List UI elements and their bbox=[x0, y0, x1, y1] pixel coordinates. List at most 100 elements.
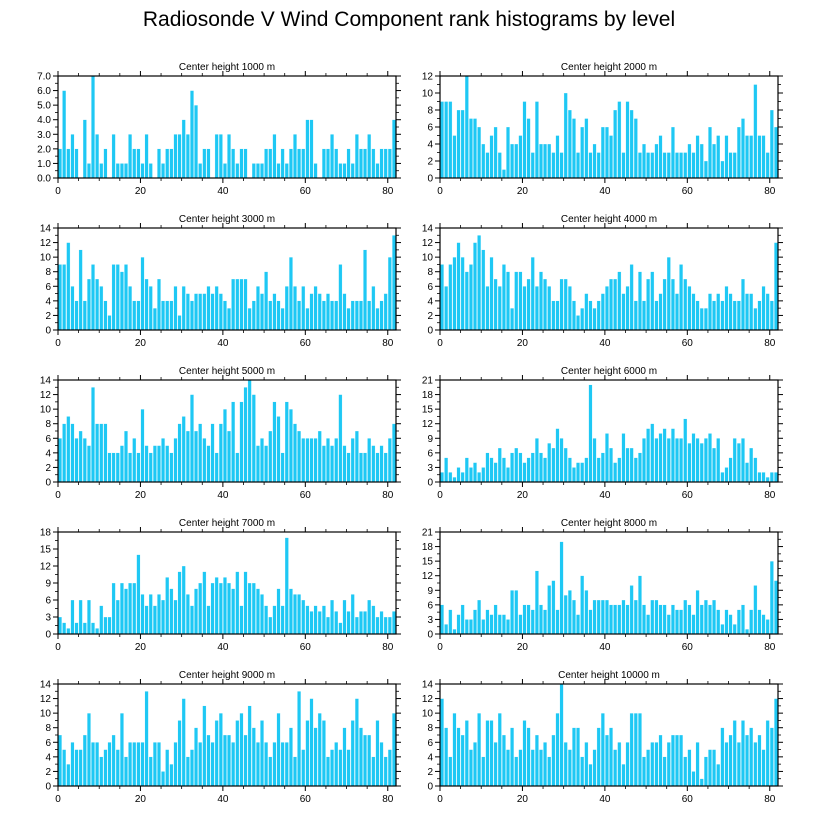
histogram-bar bbox=[350, 438, 355, 483]
histogram-bar bbox=[522, 286, 527, 331]
y-tick-label: 3 bbox=[427, 615, 433, 626]
panel-title: Center height 2000 m bbox=[561, 62, 657, 73]
histogram-bar bbox=[662, 604, 667, 635]
histogram-bar bbox=[354, 430, 359, 483]
histogram-bar bbox=[235, 571, 240, 635]
histogram-bar bbox=[522, 101, 527, 179]
histogram-bar bbox=[489, 457, 494, 483]
histogram-bar bbox=[526, 727, 531, 787]
histogram-bar bbox=[654, 300, 659, 331]
histogram-bar bbox=[152, 742, 157, 787]
histogram-bar bbox=[518, 614, 523, 635]
histogram-bar bbox=[87, 712, 91, 787]
histogram-bar bbox=[580, 575, 585, 635]
histogram-bar bbox=[485, 609, 490, 635]
y-tick-label: 10 bbox=[422, 89, 434, 100]
histogram-bar bbox=[485, 452, 490, 483]
histogram-bar bbox=[720, 624, 725, 635]
histogram-bar bbox=[646, 278, 651, 331]
histogram-bar bbox=[111, 734, 116, 787]
histogram-bar bbox=[514, 756, 519, 787]
histogram-bar bbox=[440, 604, 444, 635]
y-tick-label: 15 bbox=[40, 545, 52, 556]
histogram-bar bbox=[115, 749, 120, 787]
y-tick-label: 18 bbox=[422, 542, 434, 553]
histogram-bar bbox=[666, 152, 671, 179]
histogram-bar bbox=[514, 447, 519, 483]
histogram-bar bbox=[588, 763, 593, 787]
histogram-bar bbox=[765, 720, 770, 787]
y-tick-label: 9 bbox=[427, 434, 433, 445]
y-tick-label: 6.0 bbox=[37, 86, 51, 97]
histogram-panel: Center height 10000 m 0 20 40 60 80 0 2 4 6 8 10 12 1… bbox=[422, 670, 783, 805]
histogram-bar bbox=[264, 605, 269, 635]
histogram-bar bbox=[481, 756, 486, 787]
x-tick-label: 20 bbox=[517, 490, 529, 501]
histogram-bar bbox=[115, 264, 120, 331]
histogram-bar bbox=[650, 152, 655, 179]
histogram-bar bbox=[539, 604, 543, 635]
histogram-bar bbox=[613, 109, 618, 179]
histogram-bar bbox=[699, 307, 704, 331]
histogram-bar bbox=[728, 734, 733, 787]
histogram-bar bbox=[272, 742, 277, 787]
histogram-bar bbox=[761, 749, 766, 787]
histogram-bar bbox=[260, 163, 264, 179]
histogram-bar bbox=[481, 249, 486, 331]
histogram-bar bbox=[342, 293, 347, 331]
panel-title: Center height 4000 m bbox=[561, 214, 657, 225]
histogram-bar bbox=[346, 749, 351, 787]
histogram-bar bbox=[115, 599, 120, 635]
histogram-bar bbox=[128, 286, 133, 331]
histogram-bar bbox=[666, 438, 671, 483]
histogram-bar bbox=[383, 452, 388, 483]
histogram-bar bbox=[662, 278, 667, 331]
histogram-bar bbox=[161, 771, 166, 787]
histogram-bar bbox=[330, 134, 335, 179]
histogram-bar bbox=[124, 588, 128, 635]
histogram-bar bbox=[646, 428, 651, 483]
histogram-bar bbox=[375, 616, 380, 635]
histogram-bar bbox=[243, 734, 248, 787]
histogram-bar bbox=[741, 720, 745, 787]
x-tick-label: 80 bbox=[764, 642, 776, 653]
histogram-bar bbox=[58, 616, 62, 635]
histogram-bar bbox=[144, 605, 149, 635]
histogram-bar bbox=[148, 756, 153, 787]
histogram-bar bbox=[136, 554, 141, 635]
histogram-bar bbox=[132, 148, 137, 179]
histogram-bar bbox=[317, 293, 322, 331]
histogram-bar bbox=[452, 628, 457, 635]
histogram-bar bbox=[547, 143, 552, 179]
y-tick-label: 21 bbox=[422, 528, 434, 539]
histogram-bar bbox=[662, 756, 667, 787]
histogram-bar bbox=[497, 614, 502, 635]
histogram-bar bbox=[136, 300, 141, 331]
histogram-bar bbox=[440, 264, 444, 331]
histogram-bar bbox=[202, 438, 207, 483]
histogram-bar bbox=[338, 622, 343, 635]
histogram-bar bbox=[774, 698, 778, 787]
histogram-bar bbox=[367, 134, 372, 179]
histogram-bar bbox=[695, 300, 700, 331]
histogram-bar bbox=[223, 734, 227, 787]
histogram-bar bbox=[518, 452, 523, 483]
histogram-bar bbox=[666, 742, 671, 787]
histogram-bar bbox=[477, 235, 482, 331]
histogram-bar bbox=[675, 438, 679, 483]
histogram-bar bbox=[288, 148, 293, 179]
histogram-bar bbox=[489, 720, 494, 787]
histogram-bar bbox=[551, 300, 556, 331]
histogram-bar bbox=[198, 163, 203, 179]
histogram-bar bbox=[539, 452, 543, 483]
x-tick-label: 20 bbox=[135, 642, 147, 653]
histogram-bar bbox=[691, 433, 696, 483]
histogram-bar bbox=[326, 756, 330, 787]
histogram-bar bbox=[247, 582, 252, 635]
histogram-bar bbox=[572, 118, 576, 179]
y-tick-label: 15 bbox=[422, 557, 434, 568]
histogram-bar bbox=[600, 599, 605, 635]
y-tick-label: 1.0 bbox=[37, 159, 51, 170]
x-tick-label: 20 bbox=[135, 490, 147, 501]
histogram-bar bbox=[218, 134, 223, 179]
